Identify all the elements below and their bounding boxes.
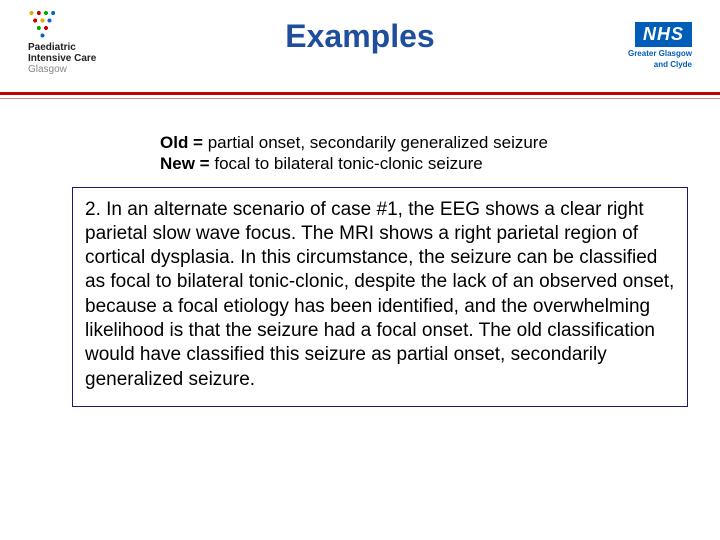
logo-line2: Intensive Care <box>28 53 118 64</box>
case-box: 2. In an alternate scenario of case #1, … <box>72 187 688 408</box>
new-definition: New = focal to bilateral tonic-clonic se… <box>160 153 670 174</box>
old-text: partial onset, secondarily generalized s… <box>208 133 548 152</box>
old-label: Old = <box>160 133 208 152</box>
logo-dots-icon <box>28 10 64 40</box>
new-text: focal to bilateral tonic-clonic seizure <box>214 154 482 173</box>
old-definition: Old = partial onset, secondarily general… <box>160 132 670 153</box>
right-logo: NHS Greater Glasgow and Clyde <box>628 22 692 69</box>
slide-header: Paediatric Intensive Care Glasgow Exampl… <box>0 0 720 92</box>
header-rule-thin <box>0 98 720 99</box>
left-logo: Paediatric Intensive Care Glasgow <box>28 10 118 75</box>
logo-line1: Paediatric <box>28 42 118 53</box>
nhs-sub1: Greater Glasgow <box>628 49 692 58</box>
nhs-badge: NHS <box>635 22 692 47</box>
case-text: 2. In an alternate scenario of case #1, … <box>85 199 674 390</box>
header-rule-thick <box>0 92 720 95</box>
new-label: New = <box>160 154 214 173</box>
definitions-block: Old = partial onset, secondarily general… <box>160 132 670 175</box>
logo-line3: Glasgow <box>28 64 118 75</box>
nhs-sub2: and Clyde <box>628 60 692 69</box>
